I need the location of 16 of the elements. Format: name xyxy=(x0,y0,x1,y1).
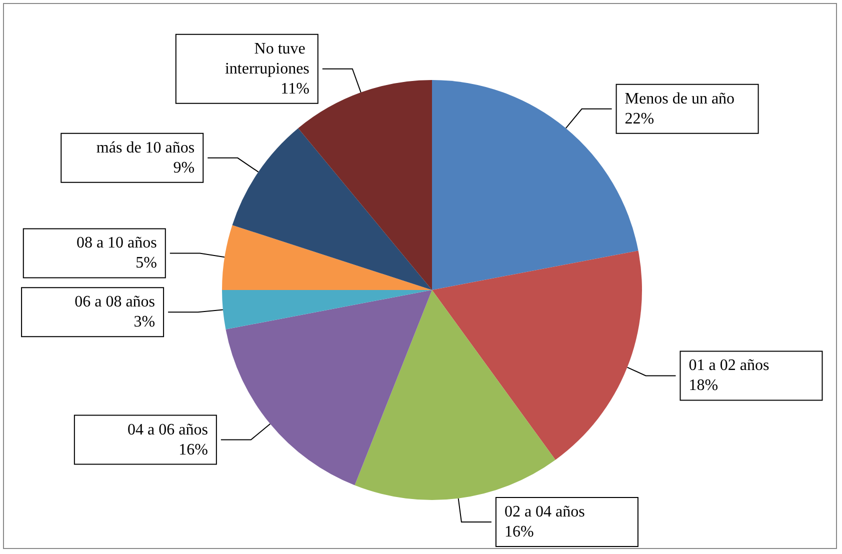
slice-label: 01 a 02 años xyxy=(688,357,770,374)
slice-label: 06 a 08 años xyxy=(74,294,156,311)
data-label: 9% xyxy=(173,159,195,176)
slice-label: Menos de un año xyxy=(624,90,735,108)
slice-label: 02 a 04 años xyxy=(504,504,585,520)
slice-label: más de 10 años xyxy=(96,139,195,156)
data-label: 16% xyxy=(178,441,208,458)
data-label: 16% xyxy=(504,524,534,540)
slice-label: 04 a 06 años xyxy=(127,421,208,438)
data-label: 22% xyxy=(624,110,654,128)
data-label: 11% xyxy=(280,80,310,98)
slice-label: No tuve interrupiones xyxy=(224,40,310,78)
data-label: 5% xyxy=(136,254,157,272)
data-label: 3% xyxy=(134,314,156,331)
slice-label: 08 a 10 años xyxy=(76,234,157,252)
data-label: 18% xyxy=(688,377,718,394)
